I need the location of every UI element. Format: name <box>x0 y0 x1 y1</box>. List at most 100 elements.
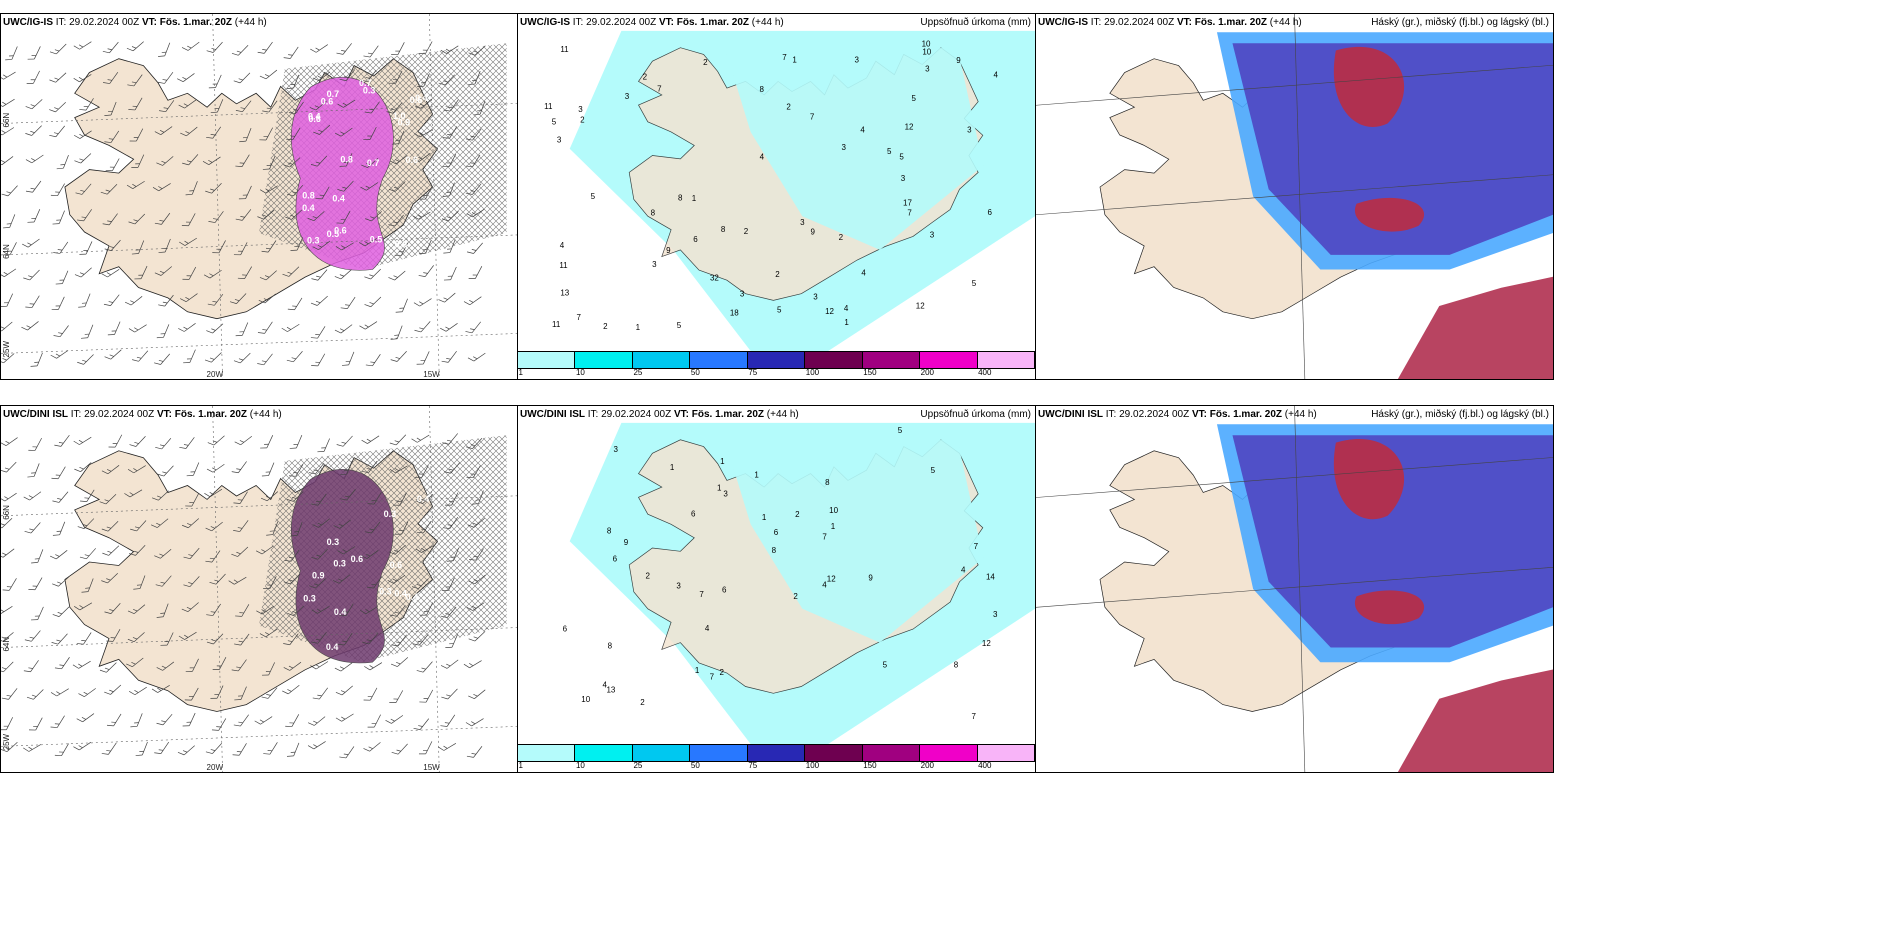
grid-line <box>428 406 440 772</box>
wind-barb <box>154 741 170 754</box>
legend-swatch <box>805 352 863 368</box>
precip-value-label: 2 <box>719 668 724 677</box>
wind-barb <box>206 126 222 139</box>
precip-value-label: 1 <box>695 666 700 675</box>
wind-barb <box>1 98 15 107</box>
wind-barb <box>465 718 484 727</box>
wind-barb <box>444 492 459 506</box>
precip-value-label: 2 <box>580 116 585 125</box>
wind-barb <box>335 685 353 696</box>
wind-barb <box>261 687 278 699</box>
legend-tick-label: 75 <box>748 368 758 377</box>
cloud-low-area <box>1232 43 1553 255</box>
wind-barb <box>30 352 43 367</box>
wind-barb <box>127 604 146 614</box>
wind-barb <box>26 70 40 84</box>
snow-value-label: 0.3 <box>327 537 340 547</box>
wind-barb <box>124 296 143 306</box>
wind-barb <box>259 628 278 638</box>
wind-barb <box>134 265 148 280</box>
wind-barb <box>446 547 460 562</box>
wind-barb <box>365 211 382 222</box>
wind-barb <box>157 72 174 84</box>
precip-value-label: 11 <box>560 45 569 54</box>
wind-barb <box>465 321 481 334</box>
precip-value-label: 13 <box>606 686 615 695</box>
legend-tick-label: 1 <box>518 368 523 377</box>
wind-barb <box>78 293 91 308</box>
wind-barb <box>206 463 225 473</box>
wind-barb <box>131 154 145 168</box>
wind-barb <box>394 242 409 256</box>
wind-barb <box>310 44 328 53</box>
wind-barb <box>256 605 274 615</box>
wind-barb <box>360 550 379 559</box>
precip-value-label: 3 <box>740 290 745 299</box>
legend-swatch <box>747 745 806 761</box>
wind-barb <box>466 602 485 611</box>
wind-barb <box>282 266 300 277</box>
precip-value-label: 3 <box>676 581 681 590</box>
wind-barb <box>101 465 120 475</box>
precip-value-label: 12 <box>827 574 836 583</box>
wind-barb <box>1 632 14 642</box>
grid-line <box>1294 14 1306 379</box>
wind-barb <box>363 126 377 140</box>
wind-barb <box>129 128 144 142</box>
wind-barb <box>1 185 18 197</box>
wind-barb <box>308 462 325 475</box>
wind-barb <box>364 662 383 671</box>
wind-barb <box>259 69 278 80</box>
snow-value-label: 0.6 <box>390 560 403 570</box>
wind-barb <box>49 43 67 55</box>
precip-value-label: 4 <box>603 681 608 690</box>
wind-barb <box>156 713 173 726</box>
precip-value-label: 5 <box>887 147 892 156</box>
wind-barb <box>101 573 119 584</box>
wind-barb <box>106 713 122 727</box>
wind-barb <box>206 41 223 53</box>
precip-value-label: 12 <box>825 307 834 316</box>
wind-barb <box>311 269 328 281</box>
panel-title: UWC/IG-IS IT: 29.02.2024 00Z VT: Fös. 1.… <box>1038 17 1302 28</box>
precip-value-label: 9 <box>666 246 671 255</box>
wind-barb <box>182 154 199 166</box>
wind-barb <box>102 545 120 556</box>
wind-barb <box>126 41 144 52</box>
precip-value-label: 9 <box>868 573 873 582</box>
precip-value-label: 12 <box>982 639 991 648</box>
snow-value-label: 0.8 <box>302 190 315 200</box>
wind-barb <box>311 631 327 644</box>
wind-barb <box>440 45 459 54</box>
wind-barb <box>334 269 352 280</box>
wind-barb <box>307 716 326 726</box>
wind-barb <box>389 690 404 703</box>
snow-value-label: 0.8 <box>340 155 353 165</box>
wind-barb <box>28 437 42 451</box>
wind-barb <box>332 574 351 584</box>
wind-barb <box>27 209 41 223</box>
snow-value-label: 0.4 <box>394 588 407 598</box>
wind-barb <box>101 742 117 755</box>
wind-barb <box>205 550 221 563</box>
grid-line <box>428 14 440 379</box>
legend-tick-label: 25 <box>633 368 643 377</box>
wind-barb <box>312 71 331 82</box>
wind-barb <box>1 548 15 558</box>
precip-value-label: 1 <box>754 471 759 480</box>
wind-barb <box>156 156 174 166</box>
wind-barb <box>180 293 198 303</box>
wind-barb <box>367 714 381 728</box>
wind-barb <box>438 74 455 86</box>
wind-barb <box>391 42 405 56</box>
snow-value-label: 0.4 <box>415 93 428 103</box>
precip-value-label: 12 <box>905 122 914 131</box>
precip-value-label: 3 <box>901 174 906 183</box>
wind-barb <box>185 493 199 507</box>
wind-barb <box>395 298 408 313</box>
precip-value-label: 7 <box>974 542 979 551</box>
wind-barb <box>313 124 331 135</box>
legend-swatch <box>862 745 921 761</box>
snow-value-label: 0.3 <box>384 509 397 519</box>
wind-barb <box>445 634 458 648</box>
